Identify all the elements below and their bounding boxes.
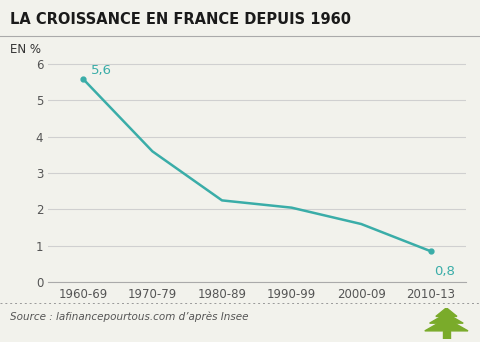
Text: LA CROISSANCE EN FRANCE DEPUIS 1960: LA CROISSANCE EN FRANCE DEPUIS 1960 xyxy=(10,12,350,27)
Polygon shape xyxy=(425,319,468,331)
Text: EN %: EN % xyxy=(10,43,41,56)
Text: 5,6: 5,6 xyxy=(91,64,112,77)
Polygon shape xyxy=(436,308,457,316)
Bar xyxy=(443,331,450,339)
Text: Source : lafinancepourtous.com d’après Insee: Source : lafinancepourtous.com d’après I… xyxy=(10,311,248,322)
Text: 0,8: 0,8 xyxy=(434,265,455,278)
Polygon shape xyxy=(430,313,463,323)
